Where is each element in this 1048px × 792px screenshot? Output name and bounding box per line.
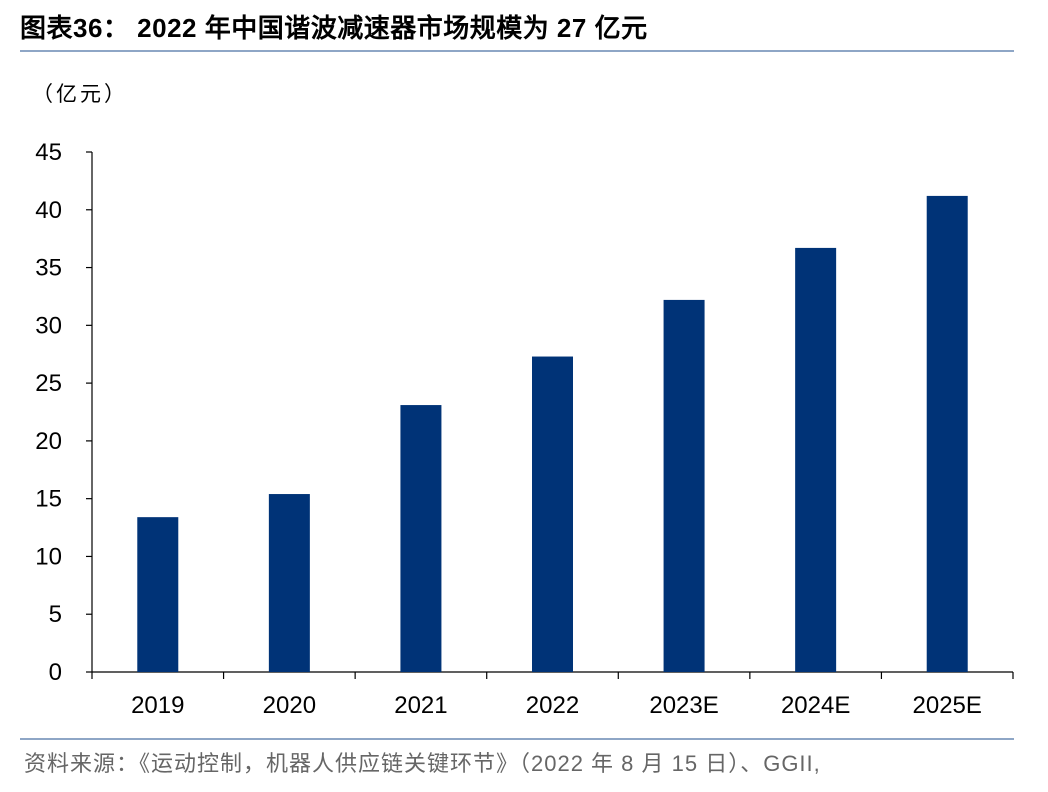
y-tick-label: 40 (35, 197, 62, 224)
x-tick-label: 2019 (131, 692, 184, 719)
x-tick-label: 2023E (649, 692, 718, 719)
x-tick-label: 2025E (913, 692, 982, 719)
y-tick-label: 30 (35, 312, 62, 339)
bar-2022 (532, 356, 573, 672)
y-tick-label: 45 (35, 139, 62, 166)
x-tick-label: 2021 (394, 692, 447, 719)
y-tick-label: 25 (35, 370, 62, 397)
bar-2023E (663, 299, 705, 672)
bar-2019 (137, 517, 179, 672)
footer-divider (20, 738, 1014, 740)
chart-title: 图表36： 2022 年中国谐波减速器市场规模为 27 亿元 (20, 13, 648, 43)
bar-2021 (400, 405, 442, 672)
y-tick-label: 15 (35, 486, 62, 513)
y-tick-label: 35 (35, 255, 62, 282)
y-tick-label: 0 (49, 659, 62, 686)
source-note: 资料来源：《运动控制，机器人供应链关键环节》（2022 年 8 月 15 日）、… (24, 751, 821, 776)
y-axis-unit-label: （亿元） (32, 83, 128, 106)
bar-2024E (795, 247, 837, 672)
x-tick-label: 2022 (526, 692, 579, 719)
x-tick-label: 2020 (263, 692, 316, 719)
x-tick-label: 2024E (781, 692, 850, 719)
title-divider (20, 50, 1014, 52)
y-tick-label: 10 (35, 543, 62, 570)
bar-2020 (268, 494, 310, 672)
bar-chart: 0 5 10 15 20 25 30 35 40 45 2019 2020 2021 2022 2023E 2… (35, 139, 1014, 719)
y-tick-label: 20 (35, 428, 62, 455)
y-tick-label: 5 (49, 601, 62, 628)
bar-2025E (926, 195, 968, 672)
